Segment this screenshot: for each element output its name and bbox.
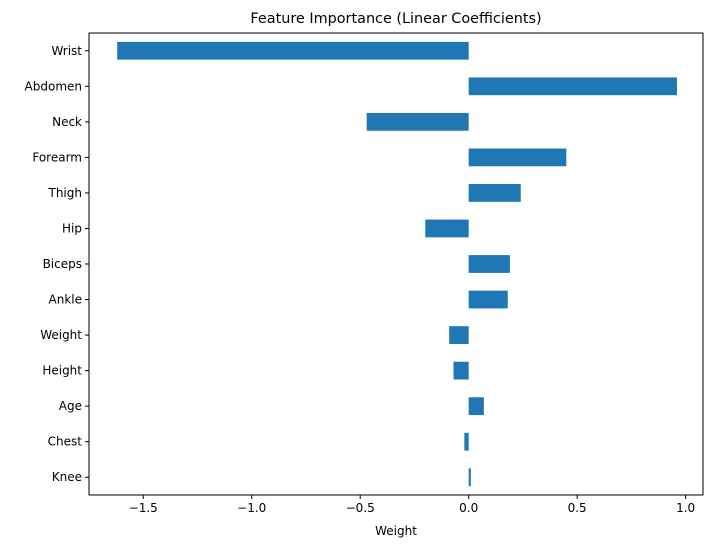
bar-biceps	[468, 255, 510, 273]
x-axis-label: Weight	[375, 524, 417, 538]
y-axis-ticks: Wrist Abdomen Neck Forearm Thigh Hip Biceps Ank…	[25, 44, 89, 484]
bar-knee	[468, 468, 471, 487]
y-tick-label: Chest	[48, 435, 83, 449]
y-tick-label: Wrist	[51, 44, 82, 58]
bar-hip	[425, 219, 469, 238]
bar-wrist	[117, 41, 469, 60]
x-tick-label: −1.0	[237, 501, 266, 515]
y-tick-label: Neck	[52, 115, 82, 129]
x-tick-label: −0.5	[346, 501, 375, 515]
x-tick-label: 0.5	[568, 501, 587, 515]
bar-forearm	[468, 148, 567, 167]
chart-title: Feature Importance (Linear Coefficients)	[250, 11, 541, 27]
bar-neck	[366, 112, 469, 131]
y-tick-label: Forearm	[32, 150, 82, 164]
y-tick-label: Height	[42, 364, 82, 378]
y-tick-label: Knee	[52, 470, 82, 484]
bar-chest	[464, 432, 469, 451]
y-tick-label: Age	[59, 399, 82, 413]
y-tick-label: Hip	[62, 221, 82, 235]
y-tick-label: Weight	[40, 328, 82, 342]
bar-weight	[449, 326, 469, 344]
y-tick-label: Biceps	[43, 257, 82, 271]
bar-abdomen	[468, 77, 677, 96]
bars-group	[117, 41, 677, 487]
bar-thigh	[468, 184, 521, 202]
plot-frame	[88, 32, 704, 496]
bar-height	[453, 361, 469, 380]
bar-ankle	[468, 290, 508, 309]
x-axis-ticks: −1.5 −1.0 −0.5 0.0 0.5 1.0	[129, 495, 695, 515]
bar-age	[468, 397, 484, 416]
x-tick-label: −1.5	[129, 501, 158, 515]
x-tick-label: 0.0	[459, 501, 478, 515]
x-tick-label: 1.0	[676, 501, 695, 515]
y-tick-label: Thigh	[48, 186, 83, 200]
y-tick-label: Ankle	[49, 293, 82, 307]
y-tick-label: Abdomen	[25, 79, 82, 93]
